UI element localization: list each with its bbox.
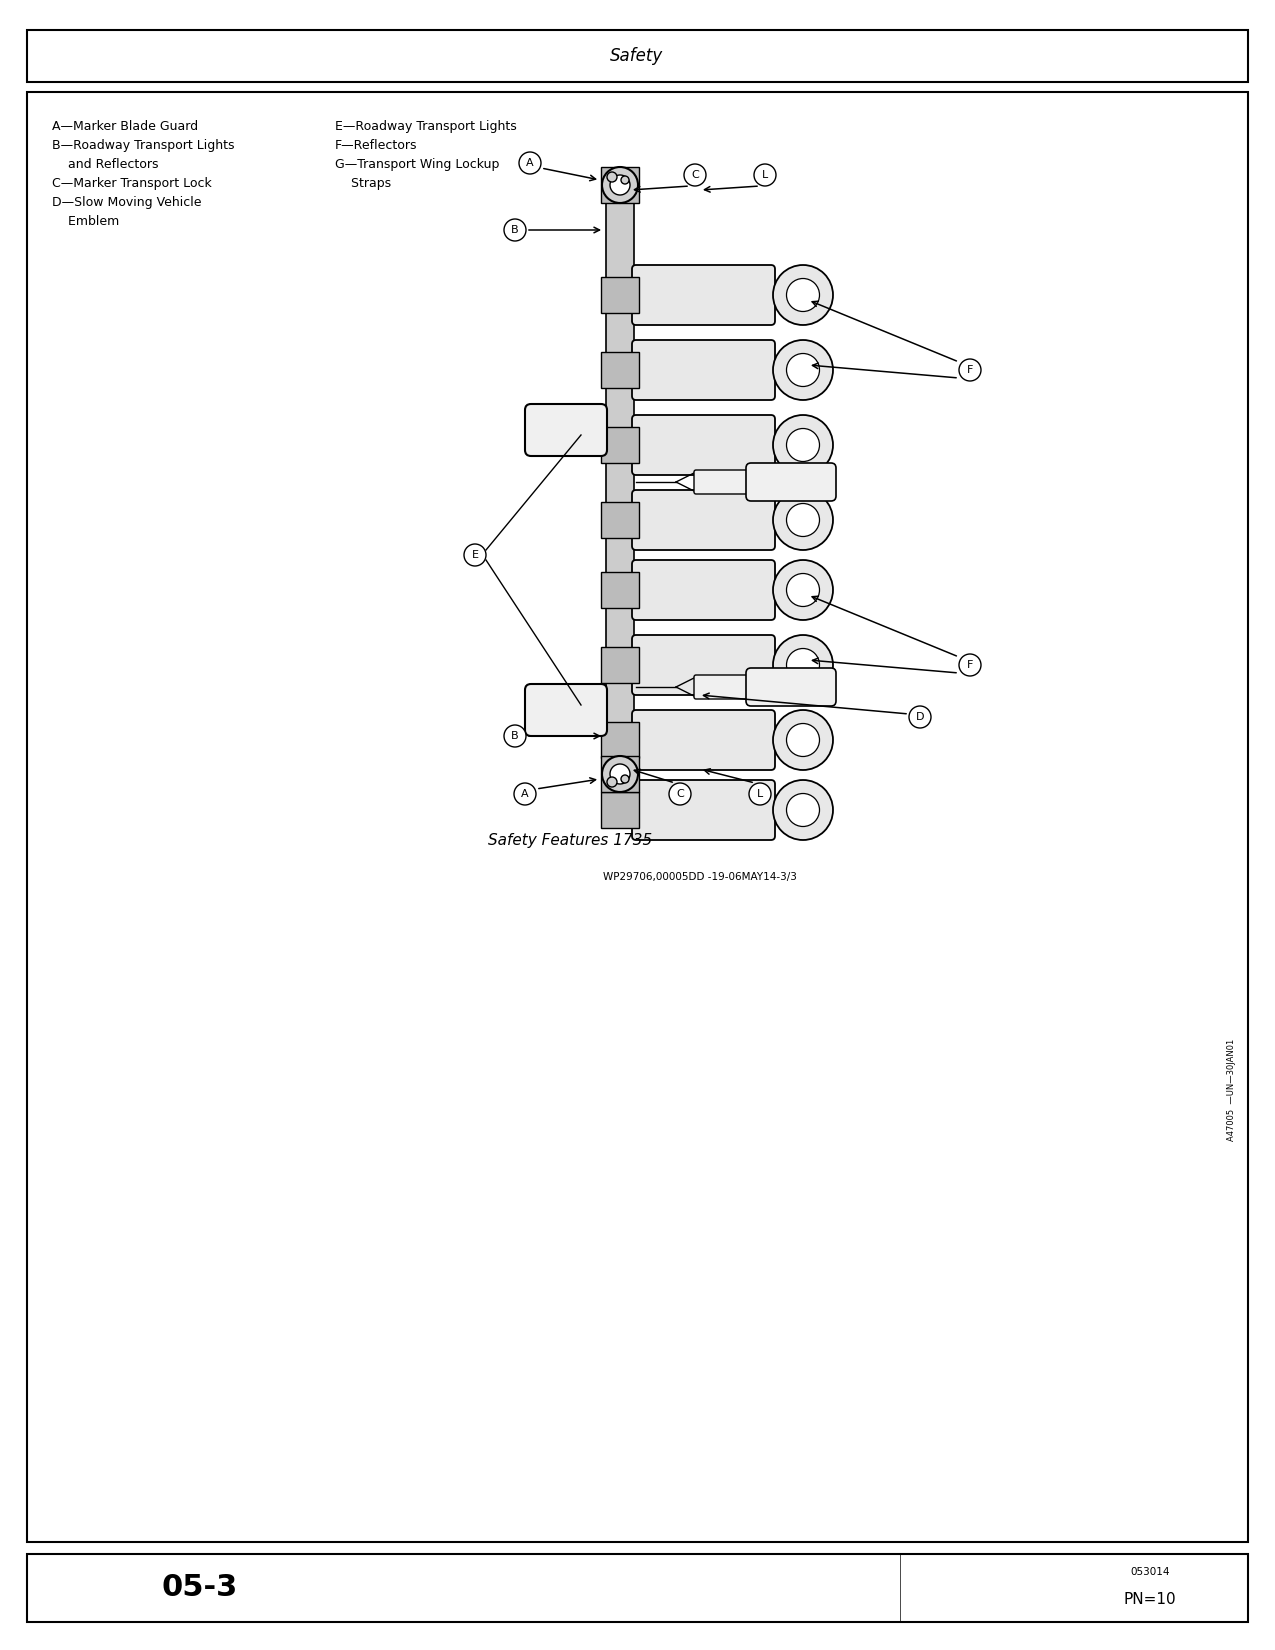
Bar	[27, 1554, 1248, 1622]
Circle shape	[504, 219, 527, 241]
Circle shape	[609, 764, 630, 784]
FancyBboxPatch shape	[632, 635, 775, 695]
Circle shape	[519, 152, 541, 173]
Circle shape	[959, 360, 980, 381]
Circle shape	[787, 279, 820, 312]
Circle shape	[607, 777, 617, 787]
FancyBboxPatch shape	[525, 685, 607, 736]
Text: L: L	[762, 170, 768, 180]
Circle shape	[773, 266, 833, 325]
Circle shape	[787, 429, 820, 462]
FancyBboxPatch shape	[632, 780, 775, 840]
Text: WP29706,00005DD -19-06MAY14-3/3: WP29706,00005DD -19-06MAY14-3/3	[603, 871, 797, 883]
FancyBboxPatch shape	[694, 470, 748, 493]
Text: E—Roadway Transport Lights: E—Roadway Transport Lights	[335, 120, 516, 134]
Circle shape	[773, 340, 833, 399]
Circle shape	[669, 784, 691, 805]
Bar	[601, 502, 639, 538]
Circle shape	[683, 163, 706, 186]
Bar	[601, 723, 639, 757]
FancyBboxPatch shape	[746, 464, 836, 502]
Text: L: L	[757, 789, 764, 799]
Text: B—Roadway Transport Lights: B—Roadway Transport Lights	[52, 139, 235, 152]
Text: A: A	[521, 789, 529, 799]
Text: E: E	[472, 549, 478, 559]
Circle shape	[787, 794, 820, 827]
Bar	[27, 30, 1248, 82]
Text: B: B	[511, 224, 519, 234]
Text: A47005  —UN—30JAN01: A47005 —UN—30JAN01	[1228, 1040, 1237, 1142]
Bar	[601, 756, 639, 792]
Text: Straps: Straps	[335, 177, 391, 190]
Circle shape	[748, 784, 771, 805]
Bar	[601, 351, 639, 388]
Bar	[601, 573, 639, 607]
Circle shape	[773, 559, 833, 620]
Text: F: F	[966, 365, 973, 375]
Circle shape	[621, 177, 629, 185]
Circle shape	[609, 175, 630, 195]
Bar	[601, 277, 639, 314]
FancyBboxPatch shape	[694, 675, 748, 700]
Text: A: A	[527, 158, 534, 168]
Bar	[601, 647, 639, 683]
Circle shape	[773, 710, 833, 771]
FancyBboxPatch shape	[525, 404, 607, 455]
Circle shape	[773, 780, 833, 840]
Text: Emblem: Emblem	[52, 214, 120, 228]
Text: 053014: 053014	[1130, 1568, 1169, 1577]
Bar	[601, 427, 639, 464]
Text: A—Marker Blade Guard: A—Marker Blade Guard	[52, 120, 198, 134]
Circle shape	[607, 172, 617, 182]
Text: Safety: Safety	[611, 46, 663, 64]
Text: PN=10: PN=10	[1123, 1592, 1177, 1607]
Bar	[27, 92, 1248, 1543]
Circle shape	[959, 653, 980, 676]
Text: F: F	[966, 660, 973, 670]
Circle shape	[602, 167, 638, 203]
FancyBboxPatch shape	[632, 416, 775, 475]
Text: and Reflectors: and Reflectors	[52, 158, 158, 172]
Circle shape	[787, 353, 820, 386]
Circle shape	[787, 503, 820, 536]
Circle shape	[621, 776, 629, 784]
FancyBboxPatch shape	[632, 266, 775, 325]
Circle shape	[464, 544, 486, 566]
Circle shape	[787, 648, 820, 681]
Text: D: D	[915, 713, 924, 723]
FancyBboxPatch shape	[746, 668, 836, 706]
Text: 05-3: 05-3	[162, 1574, 238, 1602]
FancyBboxPatch shape	[632, 490, 775, 549]
Circle shape	[754, 163, 776, 186]
Circle shape	[773, 416, 833, 475]
Circle shape	[602, 756, 638, 792]
Bar	[601, 792, 639, 828]
Text: D—Slow Moving Vehicle: D—Slow Moving Vehicle	[52, 196, 201, 210]
Text: C—Marker Transport Lock: C—Marker Transport Lock	[52, 177, 212, 190]
Circle shape	[909, 706, 931, 728]
Circle shape	[504, 724, 527, 747]
FancyBboxPatch shape	[632, 340, 775, 399]
Bar	[601, 167, 639, 203]
FancyBboxPatch shape	[632, 710, 775, 771]
Circle shape	[773, 490, 833, 549]
Text: G—Transport Wing Lockup: G—Transport Wing Lockup	[335, 158, 500, 172]
Text: F—Reflectors: F—Reflectors	[335, 139, 417, 152]
FancyBboxPatch shape	[632, 559, 775, 620]
Bar	[606, 185, 634, 774]
Text: C: C	[676, 789, 683, 799]
Circle shape	[773, 635, 833, 695]
Text: C: C	[691, 170, 699, 180]
Circle shape	[787, 574, 820, 607]
Text: Safety Features 1735: Safety Features 1735	[488, 833, 652, 848]
Circle shape	[787, 723, 820, 756]
Text: B: B	[511, 731, 519, 741]
Circle shape	[514, 784, 536, 805]
